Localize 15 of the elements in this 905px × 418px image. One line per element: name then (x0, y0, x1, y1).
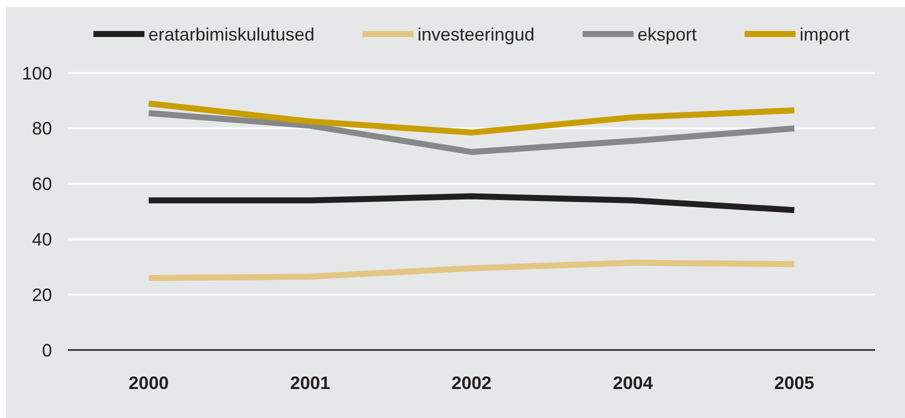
y-tick-label: 20 (32, 284, 52, 305)
x-tick-label: 2004 (612, 373, 653, 393)
y-tick-label: 60 (32, 174, 52, 194)
legend-label: eratarbimiskulutused (148, 24, 314, 44)
y-tick-label: 0 (42, 340, 52, 360)
x-tick-label: 2002 (451, 373, 492, 393)
x-tick-label: 2001 (290, 373, 330, 393)
legend-label: investeeringud (417, 24, 535, 44)
x-tick-label: 2005 (774, 373, 814, 393)
x-tick-label: 2000 (128, 373, 169, 393)
y-tick-label: 40 (32, 230, 52, 250)
legend-label: eksport (638, 24, 697, 44)
legend-label: import (800, 24, 850, 44)
y-tick-label: 80 (32, 118, 52, 139)
y-tick-label: 100 (22, 63, 52, 84)
